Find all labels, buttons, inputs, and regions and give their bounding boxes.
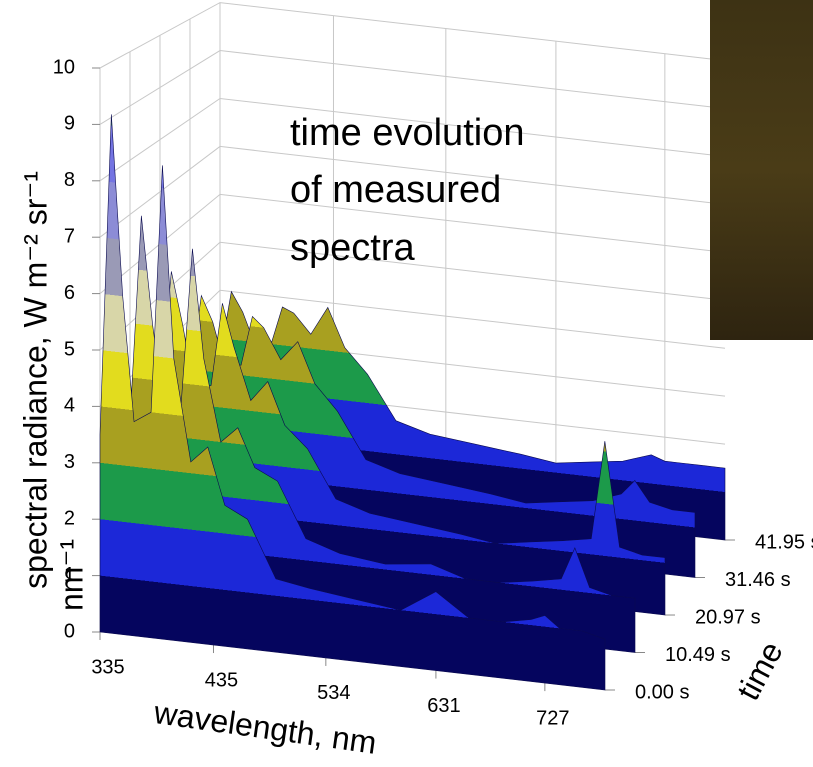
surface-slice: [99, 114, 606, 691]
x-tick-label: 435: [205, 669, 238, 691]
x-tick-label: 631: [427, 695, 460, 717]
y-tick-label: 1: [64, 564, 75, 586]
y-tick-label: 4: [64, 395, 75, 417]
x-tick-label: 335: [91, 656, 124, 678]
annotation: time evolution: [290, 112, 524, 154]
t-tick-label: 31.46 s: [725, 569, 791, 591]
grid-line: [99, 2, 726, 69]
y-tick-label: 0: [64, 620, 75, 642]
y-tick-label: 9: [64, 113, 75, 135]
x-tick-label: 534: [317, 682, 350, 704]
y-tick-label: 8: [64, 169, 75, 191]
t-tick-label: 20.97 s: [695, 606, 761, 628]
labels: time evolution of measured spectra spect…: [17, 56, 813, 761]
inset-photo: [710, 0, 813, 340]
surface: [99, 114, 726, 691]
t-tick-label: 0.00 s: [635, 681, 689, 703]
x-tick-label: 727: [536, 707, 569, 729]
y-axis-label: spectral radiance, W m⁻² sr⁻¹: [17, 171, 53, 589]
y-tick-label: 7: [64, 225, 75, 247]
annotation: spectra: [290, 227, 415, 269]
y-tick-label: 3: [64, 451, 75, 473]
t-tick-label: 41.95 s: [755, 531, 813, 553]
y-axis-label: nm⁻¹: [53, 539, 89, 611]
y-tick-label: 6: [64, 282, 75, 304]
t-tick-label: 10.49 s: [665, 644, 731, 666]
y-tick-label: 2: [64, 507, 75, 529]
y-tick-label: 5: [64, 338, 75, 360]
annotation: of measured: [290, 169, 501, 211]
y-tick-label: 10: [53, 56, 75, 78]
time-axis-label: time: [730, 636, 790, 706]
